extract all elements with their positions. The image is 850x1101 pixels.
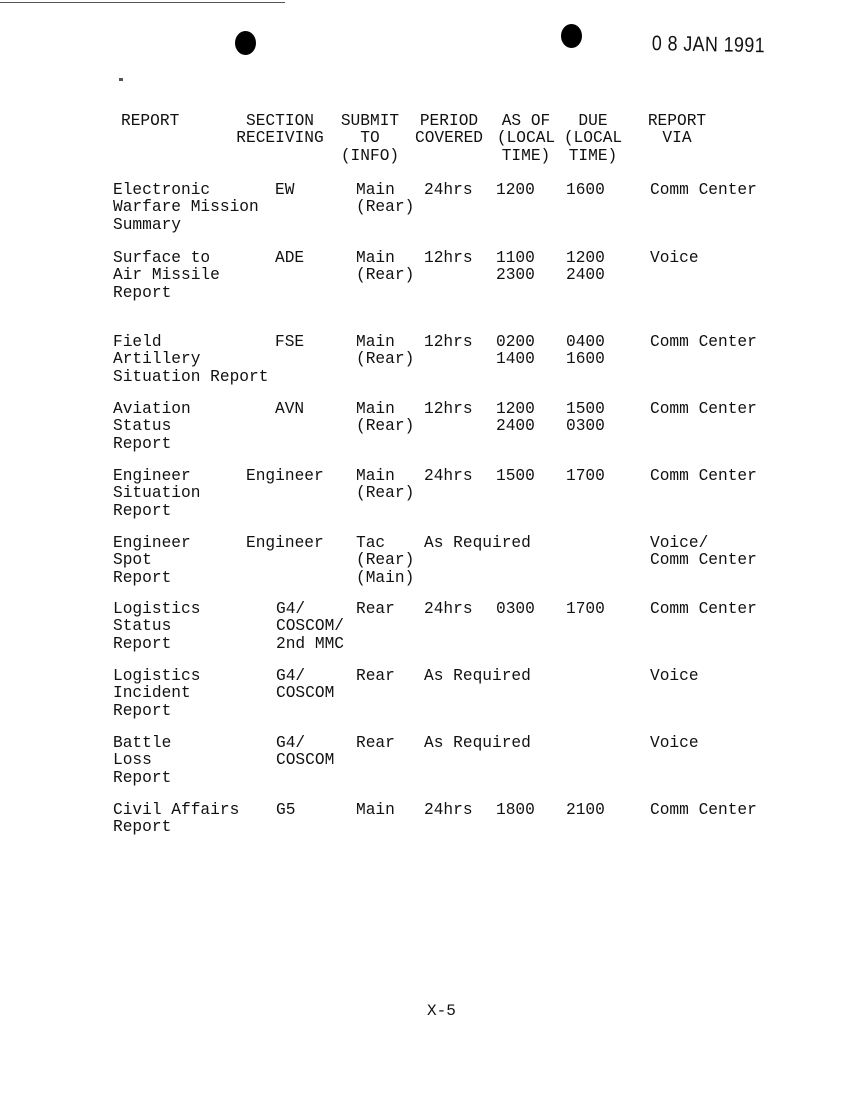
cell-section: G4/ COSCOM: [276, 734, 335, 770]
cell-section: G5: [276, 801, 296, 819]
cell-submit: Tac (Rear) (Main): [356, 534, 415, 587]
cell-section: ADE: [275, 249, 305, 267]
cell-period: 12hrs: [424, 400, 473, 418]
cell-section: EW: [275, 181, 295, 199]
cell-section: AVN: [275, 400, 305, 418]
cell-report: Engineer Situation Report: [113, 467, 201, 520]
cell-via: Voice: [650, 667, 699, 685]
cell-as-of: 0200 1400: [496, 333, 535, 369]
cell-period: 24hrs: [424, 467, 473, 485]
cell-due: 1700: [566, 467, 605, 485]
cell-as-of: 0300: [496, 600, 535, 618]
cell-report: Surface to Air Missile Report: [113, 249, 220, 302]
cell-submit: Main (Rear): [356, 467, 415, 503]
cell-report: Logistics Incident Report: [113, 667, 201, 720]
cell-report: Electronic Warfare Mission Summary: [113, 181, 259, 234]
cell-as-of: 1500: [496, 467, 535, 485]
cell-as-of: 1100 2300: [496, 249, 535, 285]
cell-submit: Main: [356, 801, 395, 819]
header-due: DUE (LOCAL TIME): [563, 112, 623, 165]
cell-as-of: 1200: [496, 181, 535, 199]
cell-due: 1500 0300: [566, 400, 605, 436]
cell-section: FSE: [275, 333, 305, 351]
cell-report: Field Artillery Situation Report: [113, 333, 269, 386]
cell-period: 24hrs: [424, 801, 473, 819]
cell-via: Comm Center: [650, 181, 757, 199]
cell-via: Comm Center: [650, 600, 757, 618]
cell-section: G4/ COSCOM: [276, 667, 335, 703]
cell-due: 1200 2400: [566, 249, 605, 285]
cell-due: 1600: [566, 181, 605, 199]
cell-as-of: 1800: [496, 801, 535, 819]
cell-report: Battle Loss Report: [113, 734, 172, 787]
cell-submit: Main (Rear): [356, 181, 415, 217]
cell-report: Civil Affairs Report: [113, 801, 240, 837]
cell-period: 24hrs: [424, 600, 473, 618]
cell-as-of: 1200 2400: [496, 400, 535, 436]
cell-due: 1700: [566, 600, 605, 618]
punch-hole: [235, 31, 256, 55]
cell-period: As Required: [424, 534, 531, 552]
cell-period: As Required: [424, 734, 531, 752]
cell-via: Voice: [650, 734, 699, 752]
header-via: REPORT VIA: [647, 112, 707, 148]
cell-via: Comm Center: [650, 333, 757, 351]
cell-report: Aviation Status Report: [113, 400, 191, 453]
cell-submit: Main (Rear): [356, 400, 415, 436]
cell-submit: Rear: [356, 600, 395, 618]
cell-submit: Rear: [356, 734, 395, 752]
header-section: SECTION RECEIVING: [236, 112, 324, 148]
cell-period: 24hrs: [424, 181, 473, 199]
cell-due: 2100: [566, 801, 605, 819]
header-period: PERIOD COVERED: [415, 112, 483, 148]
cell-due: 0400 1600: [566, 333, 605, 369]
scan-speck: [119, 78, 123, 81]
cell-report: Logistics Status Report: [113, 600, 201, 653]
cell-submit: Rear: [356, 667, 395, 685]
cell-via: Comm Center: [650, 801, 757, 819]
cell-period: 12hrs: [424, 249, 473, 267]
cell-section: Engineer: [246, 534, 324, 552]
cell-submit: Main (Rear): [356, 249, 415, 285]
page-number: X-5: [427, 1002, 456, 1020]
cell-section: G4/ COSCOM/ 2nd MMC: [276, 600, 344, 653]
cell-via: Voice: [650, 249, 699, 267]
cell-via: Comm Center: [650, 400, 757, 418]
scan-speck: [0, 2, 285, 3]
cell-submit: Main (Rear): [356, 333, 415, 369]
cell-period: As Required: [424, 667, 531, 685]
cell-via: Comm Center: [650, 467, 757, 485]
cell-period: 12hrs: [424, 333, 473, 351]
punch-hole: [561, 24, 582, 48]
header-submit: SUBMIT TO (INFO): [340, 112, 400, 165]
cell-report: Engineer Spot Report: [113, 534, 191, 587]
cell-section: Engineer: [246, 467, 324, 485]
header-report: REPORT: [121, 112, 180, 130]
cell-via: Voice/ Comm Center: [650, 534, 757, 570]
header-as-of: AS OF (LOCAL TIME): [496, 112, 556, 165]
date-stamp: 0 8 JAN 1991: [651, 32, 766, 58]
